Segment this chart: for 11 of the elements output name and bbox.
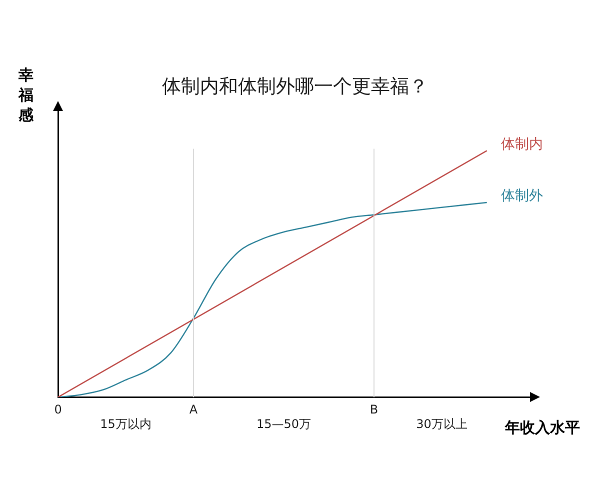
x-tick-label: B	[370, 402, 378, 417]
chart-title: 体制内和体制外哪一个更幸福？	[162, 75, 428, 98]
series-label: 体制内	[500, 136, 543, 152]
x-tick-label: 0	[54, 402, 62, 417]
x-tick-label: 15万以内	[100, 416, 152, 431]
x-tick-label: 15—50万	[256, 416, 311, 431]
x-tick-label: A	[189, 402, 198, 417]
series-label: 体制外	[500, 188, 543, 204]
x-axis-title: 年收入水平	[504, 418, 580, 437]
y-axis-title: 幸福感	[18, 66, 34, 124]
x-tick-label: 30万以上	[416, 416, 468, 431]
